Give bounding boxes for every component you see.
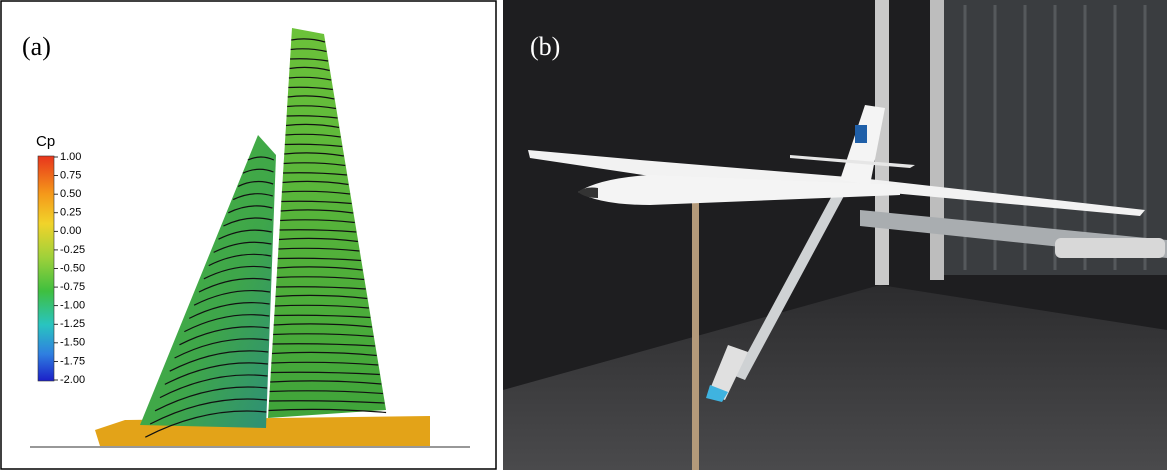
frame-post <box>930 0 944 280</box>
colorbar-tick-label: -0.50 <box>60 262 85 274</box>
colorbar-tick-label: -1.50 <box>60 337 85 349</box>
colorbar-title: Cp <box>36 133 55 150</box>
panel-label: (b) <box>530 32 560 61</box>
panel-label: (a) <box>22 32 51 61</box>
colorbar-tick-label: 0.00 <box>60 225 81 237</box>
colorbar <box>38 156 54 381</box>
support-pole <box>692 200 699 470</box>
colorbar-tick-label: -2.00 <box>60 374 85 386</box>
colorbar-tick-label: -1.00 <box>60 300 85 312</box>
figure: (a) Cp (b) 1.00 0.75 0.50 0.25 0.00 -0.25 -0.5… <box>0 0 1167 470</box>
colorbar-tick-label: -1.75 <box>60 355 85 367</box>
colorbar-tick-label: -0.75 <box>60 281 85 293</box>
colorbar-tick-label: -0.25 <box>60 244 85 256</box>
colorbar-tick-label: 0.25 <box>60 207 81 219</box>
logo <box>855 125 867 143</box>
sensor <box>1055 238 1165 258</box>
colorbar-tick-label: 0.50 <box>60 188 81 200</box>
page: {"panels": [ {"label": "(a)", "colorbar"… <box>0 0 1167 470</box>
colorbar-tick-label: -1.25 <box>60 318 85 330</box>
colorbar-tick-label: 0.75 <box>60 169 81 181</box>
colorbar-tick-label: 1.00 <box>60 151 81 163</box>
